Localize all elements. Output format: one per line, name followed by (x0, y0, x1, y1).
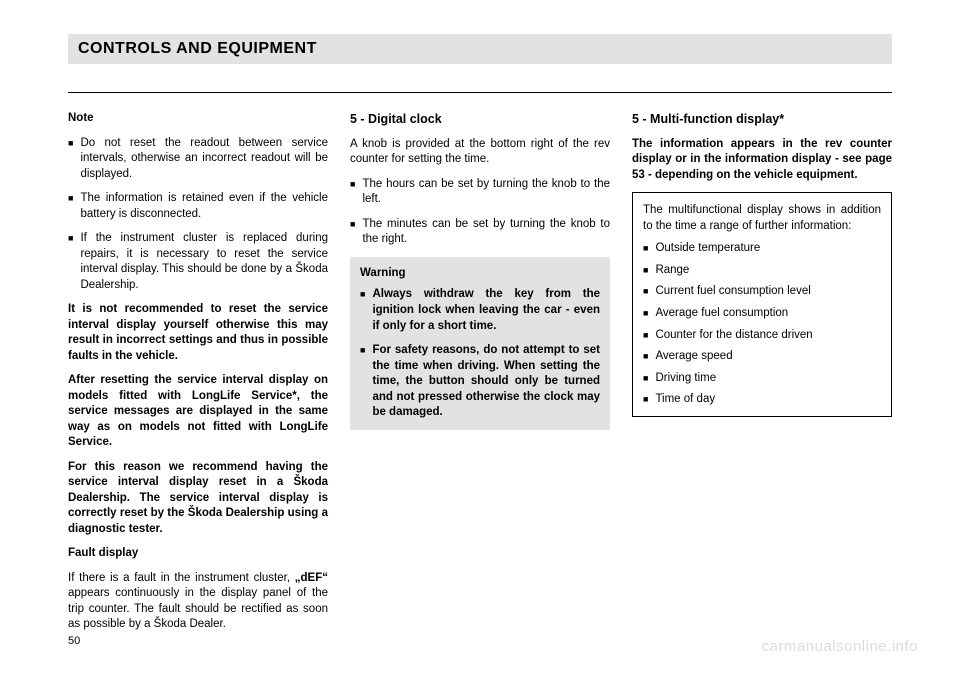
square-bullet-icon: ■ (68, 231, 73, 293)
bullet-text: If the instrument cluster is replaced du… (80, 231, 328, 293)
square-bullet-icon: ■ (643, 263, 648, 279)
square-bullet-icon: ■ (643, 241, 648, 257)
bullet-item: ■ Time of day (643, 392, 881, 408)
bullet-item: ■ Outside temperature (643, 241, 881, 257)
bullet-text: Counter for the distance driven (655, 328, 881, 344)
info-box-intro: The multifunctional display shows in add… (643, 203, 881, 234)
bullet-text: For safety reasons, do not attempt to se… (372, 343, 600, 421)
column-2: 5 - Digital clock A knob is provided at … (350, 111, 610, 642)
square-bullet-icon: ■ (360, 287, 365, 334)
square-bullet-icon: ■ (643, 371, 648, 387)
bullet-item: ■ Average speed (643, 349, 881, 365)
fault-text-def: „dEF“ (295, 572, 328, 584)
paragraph: A knob is provided at the bottom right o… (350, 137, 610, 168)
header-title: CONTROLS AND EQUIPMENT (78, 40, 882, 58)
paragraph: It is not recommended to reset the servi… (68, 302, 328, 364)
column-1: Note ■ Do not reset the readout between … (68, 111, 328, 642)
section-title: 5 - Multi-function display* (632, 111, 892, 128)
page-number: 50 (68, 635, 80, 647)
square-bullet-icon: ■ (643, 328, 648, 344)
bullet-text: The minutes can be set by turning the kn… (362, 217, 610, 248)
columns: Note ■ Do not reset the readout between … (68, 111, 892, 642)
square-bullet-icon: ■ (350, 177, 355, 208)
bullet-item: ■ Range (643, 263, 881, 279)
info-box: The multifunctional display shows in add… (632, 192, 892, 416)
bullet-item: ■ If the instrument cluster is replaced … (68, 231, 328, 293)
bullet-text: Range (655, 263, 881, 279)
divider (68, 92, 892, 93)
bullet-item: ■ For safety reasons, do not attempt to … (360, 343, 600, 421)
bullet-text: Current fuel consumption level (655, 284, 881, 300)
bullet-item: ■ The hours can be set by turning the kn… (350, 177, 610, 208)
bullet-text: Average speed (655, 349, 881, 365)
bullet-text: Always withdraw the key from the ignitio… (372, 287, 600, 334)
column-3: 5 - Multi-function display* The informat… (632, 111, 892, 642)
bullet-text: Average fuel consumption (655, 306, 881, 322)
bullet-item: ■ Counter for the distance driven (643, 328, 881, 344)
square-bullet-icon: ■ (643, 306, 648, 322)
paragraph: For this reason we recommend having the … (68, 460, 328, 538)
bullet-text: The information is retained even if the … (80, 191, 328, 222)
warning-box: Warning ■ Always withdraw the key from t… (350, 257, 610, 430)
page: CONTROLS AND EQUIPMENT Note ■ Do not res… (0, 0, 960, 673)
square-bullet-icon: ■ (643, 349, 648, 365)
bullet-item: ■ The minutes can be set by turning the … (350, 217, 610, 248)
square-bullet-icon: ■ (68, 191, 73, 222)
fault-text-a: If there is a fault in the instrument cl… (68, 572, 295, 584)
fault-text-b: appears continuously in the display pane… (68, 587, 328, 630)
bullet-item: ■ Do not reset the readout between servi… (68, 136, 328, 183)
section-title: 5 - Digital clock (350, 111, 610, 128)
warning-label: Warning (360, 266, 600, 282)
header-bar: CONTROLS AND EQUIPMENT (68, 34, 892, 64)
fault-label: Fault display (68, 546, 328, 562)
bullet-item: ■ Average fuel consumption (643, 306, 881, 322)
bullet-item: ■ Always withdraw the key from the ignit… (360, 287, 600, 334)
bullet-item: ■ Current fuel consumption level (643, 284, 881, 300)
bullet-text: Do not reset the readout between service… (80, 136, 328, 183)
paragraph: After resetting the service interval dis… (68, 373, 328, 451)
bullet-text: The hours can be set by turning the knob… (362, 177, 610, 208)
square-bullet-icon: ■ (643, 284, 648, 300)
bullet-item: ■ The information is retained even if th… (68, 191, 328, 222)
square-bullet-icon: ■ (643, 392, 648, 408)
square-bullet-icon: ■ (360, 343, 365, 421)
watermark: carmanualsonline.info (762, 638, 918, 655)
fault-text: If there is a fault in the instrument cl… (68, 571, 328, 633)
bullet-item: ■ Driving time (643, 371, 881, 387)
intro-text: The information appears in the rev count… (632, 137, 892, 184)
square-bullet-icon: ■ (350, 217, 355, 248)
bullet-text: Time of day (655, 392, 881, 408)
bullet-text: Driving time (655, 371, 881, 387)
square-bullet-icon: ■ (68, 136, 73, 183)
note-label: Note (68, 111, 328, 127)
bullet-text: Outside temperature (655, 241, 881, 257)
